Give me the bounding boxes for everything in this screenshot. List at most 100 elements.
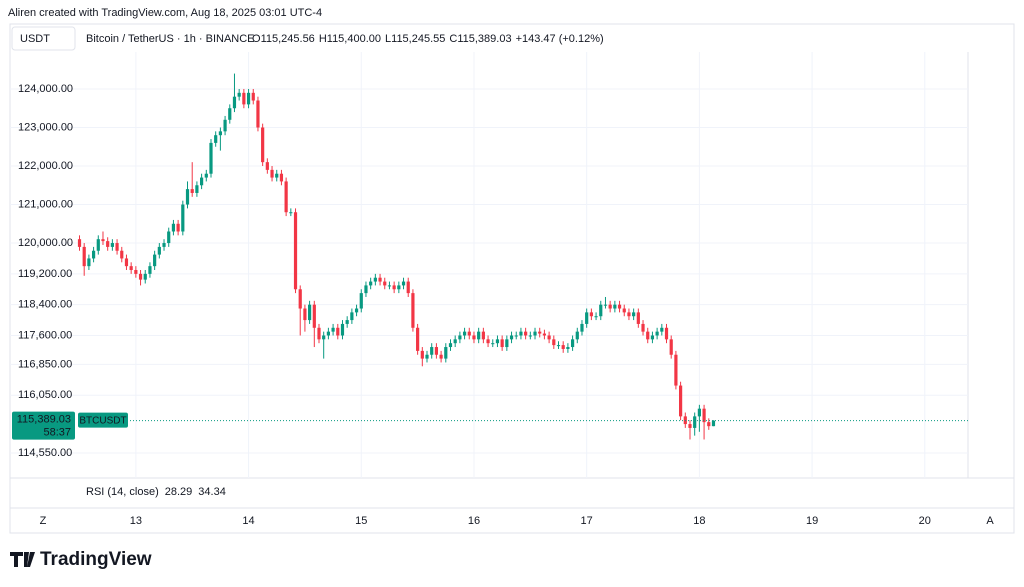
candle-body: [702, 408, 706, 423]
candle-body: [509, 335, 514, 340]
candle-body: [707, 422, 711, 427]
candle-body: [350, 312, 354, 321]
candle-body: [594, 316, 598, 318]
candle-body: [538, 331, 542, 334]
candle-body: [167, 231, 171, 244]
last-price-label: 115,389.03: [17, 414, 71, 426]
candle-body: [401, 281, 406, 286]
candle-body: [622, 308, 626, 313]
candle-body: [322, 335, 326, 340]
candle-body: [331, 327, 335, 332]
candle-body: [383, 281, 387, 286]
x-tick-label: 18: [693, 515, 705, 527]
symbol-tag-box: [78, 412, 128, 428]
candle-body: [218, 131, 222, 136]
candle-body: [185, 189, 190, 205]
candle-body: [364, 285, 368, 294]
candle-body: [500, 339, 504, 348]
symbol-line: Bitcoin / TetherUS · 1h · BINANCE: [86, 33, 255, 45]
candle-body: [674, 354, 678, 386]
candle-body: [505, 339, 509, 348]
y-tick-label: 116,050.00: [18, 389, 72, 401]
candle-body: [87, 258, 91, 267]
candle-body: [599, 304, 603, 317]
candle-body: [82, 246, 86, 267]
candle-body: [204, 173, 208, 178]
ohlc-label: L: [385, 33, 391, 45]
candle-body: [570, 339, 575, 348]
candle-body: [284, 181, 288, 213]
axis-button[interactable]: A: [986, 515, 994, 527]
candle-body: [641, 323, 645, 332]
candle-body: [608, 304, 612, 309]
candle-body: [613, 304, 617, 309]
candle-body: [308, 304, 312, 321]
candle-body: [312, 304, 316, 328]
candle-body: [416, 327, 420, 351]
candle-body: [453, 339, 457, 344]
candle-body: [326, 331, 330, 336]
candle-body: [354, 308, 359, 313]
candle-body: [533, 331, 537, 336]
candle-body: [519, 331, 523, 336]
candle-body: [251, 92, 255, 101]
y-tick-label: 123,000.00: [18, 121, 73, 133]
candle-body: [566, 347, 570, 349]
y-tick-label: 121,000.00: [18, 198, 73, 210]
ohlc-legend: O 115,245.56 H 115,400.00 L 115,245.55 C 115,38…: [252, 33, 604, 45]
ohlc-value: 115,245.55: [391, 33, 445, 45]
candle-body: [697, 408, 701, 417]
candle-body: [669, 339, 673, 355]
candle-body: [293, 212, 298, 290]
candle-body: [542, 333, 547, 336]
currency-button[interactable]: USDT: [20, 33, 50, 45]
candle-body: [176, 223, 180, 232]
candle-body: [134, 270, 138, 274]
candle-body: [439, 354, 443, 359]
candle-body: [77, 239, 82, 247]
candle-body: [491, 343, 495, 345]
candle-body: [279, 173, 284, 182]
candle-body: [495, 339, 500, 344]
x-tick-label: 14: [242, 515, 254, 527]
candle-body: [448, 343, 453, 348]
candle-body: [660, 327, 664, 332]
candle-body: [655, 331, 659, 336]
candle-body: [481, 331, 485, 340]
y-tick-label: 118,400.00: [18, 299, 72, 311]
candle-body: [688, 424, 692, 428]
logo-icon: [10, 552, 35, 567]
candle-body: [556, 345, 561, 347]
candle-body: [580, 323, 584, 332]
candle-body: [120, 250, 124, 259]
ohlc-label: C: [449, 33, 457, 45]
candle-body: [434, 347, 439, 355]
ohlc-value: 115,389.03: [457, 33, 511, 45]
frame: [9, 23, 1015, 534]
last-price-box: [12, 411, 75, 440]
candle-body: [162, 243, 166, 247]
candle-body: [101, 239, 105, 242]
candle-body: [420, 350, 424, 359]
candle-body: [124, 258, 129, 267]
y-tick-label: 124,000.00: [18, 83, 73, 95]
candle-body: [650, 335, 655, 340]
countdown: 58:37: [43, 427, 71, 439]
axis-button[interactable]: Z: [40, 515, 47, 527]
candle-body: [214, 135, 218, 143]
candle-body: [270, 169, 274, 178]
candle-body: [345, 320, 349, 324]
candle-body: [378, 277, 382, 282]
candle-body: [711, 420, 716, 427]
candle-body: [181, 204, 185, 232]
ohlc-value: 115,400.00: [327, 33, 381, 45]
candle-body: [547, 335, 551, 340]
candle-body: [171, 223, 176, 232]
currency-button-box[interactable]: [11, 26, 76, 51]
candle-body: [106, 241, 110, 247]
candle-body: [679, 385, 683, 417]
candle-body: [477, 331, 481, 340]
candle-body: [275, 173, 279, 178]
candle-body: [632, 312, 636, 317]
